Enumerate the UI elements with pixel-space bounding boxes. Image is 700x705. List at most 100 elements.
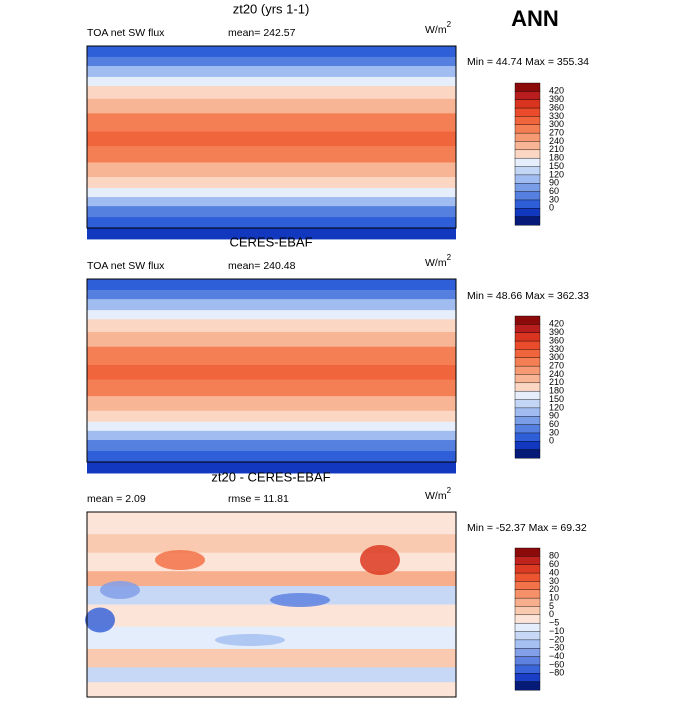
map-shading — [87, 206, 456, 218]
colorbar-box — [514, 382, 541, 392]
colorbar-box — [514, 174, 541, 184]
colorbar-label: −10 — [549, 626, 564, 636]
map-anomaly — [100, 581, 140, 599]
colorbar-label: 270 — [549, 360, 564, 370]
colorbar-box — [514, 349, 541, 359]
map-frame — [86, 511, 457, 698]
colorbar-box — [514, 116, 541, 126]
map-shading — [87, 86, 456, 100]
colorbar-label: 300 — [549, 352, 564, 362]
colorbar-box — [514, 216, 541, 226]
colorbar-box — [514, 208, 541, 218]
map-shading — [87, 440, 456, 452]
colorbar-label: −40 — [549, 651, 564, 661]
colorbar-label: 0 — [549, 436, 554, 446]
colorbar-label: 5 — [549, 601, 554, 611]
map-shading — [87, 197, 456, 207]
colorbar-box — [514, 681, 541, 691]
units-text: W/m — [425, 24, 447, 36]
colorbar-label: 150 — [549, 161, 564, 171]
colorbar-box — [514, 390, 541, 401]
map-shading — [87, 289, 456, 300]
map-shading — [87, 346, 456, 366]
colorbar-box — [514, 547, 541, 557]
map-anomaly — [155, 550, 205, 570]
colorbar-label: 90 — [549, 411, 559, 421]
colorbar-label: 120 — [549, 169, 564, 179]
colorbar-box — [514, 199, 541, 209]
colorbar-box — [514, 441, 541, 451]
map-shading — [87, 66, 456, 78]
range-label: Min = 44.74 Max = 355.34 — [467, 56, 589, 68]
colorbar-label: 360 — [549, 335, 564, 345]
map-shading — [87, 46, 456, 58]
colorbar-label: 210 — [549, 144, 564, 154]
colorbar-label: 360 — [549, 102, 564, 112]
colorbar-label: 390 — [549, 327, 564, 337]
colorbar-label: 30 — [549, 427, 559, 437]
colorbar-label: 90 — [549, 178, 559, 188]
colorbar-box — [514, 648, 541, 658]
colorbar-box — [514, 107, 541, 117]
colorbar-label: 10 — [549, 592, 559, 602]
colorbar-label: 60 — [549, 186, 559, 196]
colorbar-label: −60 — [549, 659, 564, 669]
map-shading — [87, 430, 456, 441]
units-exponent: 2 — [447, 253, 452, 262]
map-shading — [87, 462, 456, 474]
map-shading — [87, 410, 456, 423]
map-shading — [87, 332, 456, 348]
colorbar-box — [514, 315, 541, 325]
colorbar-box — [514, 374, 541, 384]
colorbar-box — [514, 149, 541, 159]
map-shading — [87, 365, 456, 381]
colorbar-label: 60 — [549, 419, 559, 429]
colorbar-label: 240 — [549, 369, 564, 379]
colorbar-label: 330 — [549, 344, 564, 354]
colorbar-box — [514, 82, 541, 92]
map-shading — [87, 76, 456, 87]
panel-title: zt20 - CERES-EBAF — [211, 469, 330, 484]
colorbar-box — [514, 132, 541, 142]
panel-title: zt20 (yrs 1-1) — [233, 1, 310, 16]
map-shading — [87, 162, 456, 178]
colorbar-label: 240 — [549, 136, 564, 146]
colorbar-label: 80 — [549, 551, 559, 561]
map-shading — [87, 648, 456, 668]
map-shading — [87, 310, 456, 320]
map-shading — [87, 113, 456, 133]
colorbar-box — [514, 99, 541, 109]
panel-left-label: TOA net SW flux — [87, 27, 165, 39]
map-shading — [87, 512, 456, 535]
map-shading — [87, 396, 456, 412]
units-label: W/m2 — [425, 20, 452, 36]
units-text: W/m — [425, 490, 447, 502]
colorbar-label: 300 — [549, 119, 564, 129]
panel-center-label: mean= 240.48 — [228, 260, 296, 272]
map-anomaly — [215, 634, 285, 646]
map-shading — [87, 552, 456, 572]
colorbar-box — [514, 432, 541, 442]
map-shading — [87, 379, 456, 397]
map-anomaly — [85, 607, 115, 633]
map-shading — [87, 421, 456, 432]
map-shading — [87, 604, 456, 628]
map-shading — [87, 451, 456, 463]
map-shading — [87, 228, 456, 240]
colorbar-label: −80 — [549, 668, 564, 678]
colorbar-box — [514, 399, 541, 409]
colorbar-box — [514, 166, 541, 176]
colorbar-label: 150 — [549, 394, 564, 404]
colorbar-box — [514, 664, 541, 674]
colorbar-label: 390 — [549, 94, 564, 104]
colorbar-label: 270 — [549, 127, 564, 137]
colorbar-label: 180 — [549, 153, 564, 163]
panel-center-label: rmse = 11.81 — [228, 493, 289, 505]
colorbar-box — [514, 449, 541, 459]
colorbar-label: −5 — [549, 618, 559, 628]
colorbar-box — [514, 656, 541, 666]
colorbar-label: 210 — [549, 377, 564, 387]
range-label: Min = 48.66 Max = 362.33 — [467, 290, 589, 302]
colorbar-label: 40 — [549, 567, 559, 577]
